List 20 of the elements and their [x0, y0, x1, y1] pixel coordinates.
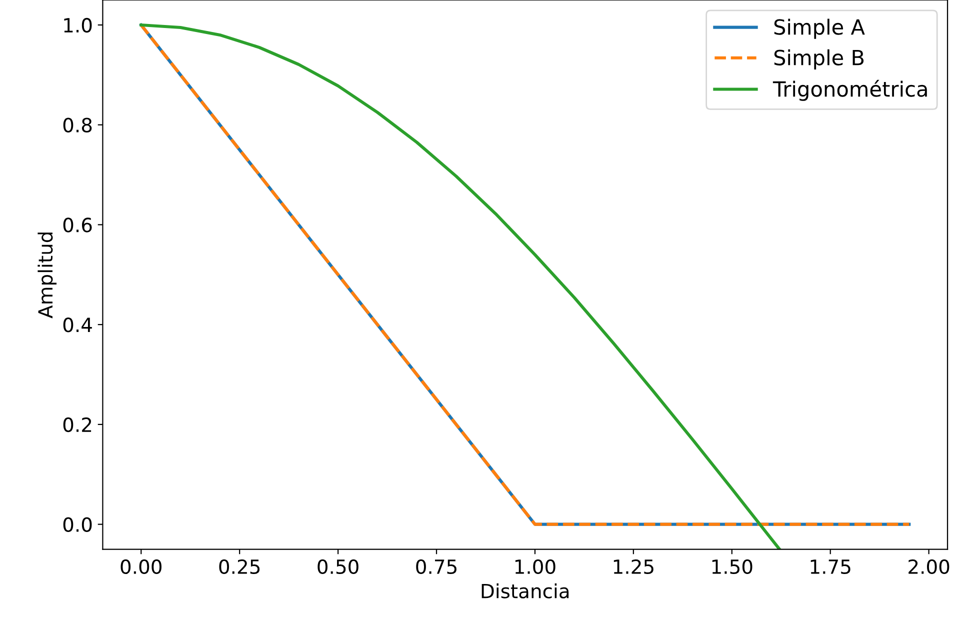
x-tick-label: 0.50 [318, 559, 358, 574]
y-tick-label: 1.0 [64, 18, 92, 33]
y-axis-title: Amplitud [38, 232, 57, 318]
x-tick-label: 1.25 [614, 559, 654, 574]
x-tick-label: 0.00 [120, 559, 162, 574]
x-tick-label: 1.00 [515, 559, 556, 574]
x-tick-label: 1.75 [810, 560, 850, 574]
y-tick-label: 0.0 [63, 517, 92, 532]
legend-label: Trigonométrica [772, 80, 927, 101]
y-tick-label: 0.4 [63, 318, 92, 332]
x-axis-title: Distancia [482, 583, 569, 598]
legend-label: Simple B [774, 49, 864, 70]
y-tick-label: 0.6 [63, 218, 92, 232]
y-tick-label: 0.8 [63, 118, 92, 132]
x-tick-label: 0.25 [219, 559, 260, 574]
x-tick-label: 0.75 [416, 559, 456, 574]
x-tick-label: 2.00 [908, 559, 950, 574]
x-tick-label: 1.50 [712, 559, 752, 574]
y-tick-label: 0.2 [63, 417, 92, 432]
legend-label: Simple A [774, 18, 865, 39]
